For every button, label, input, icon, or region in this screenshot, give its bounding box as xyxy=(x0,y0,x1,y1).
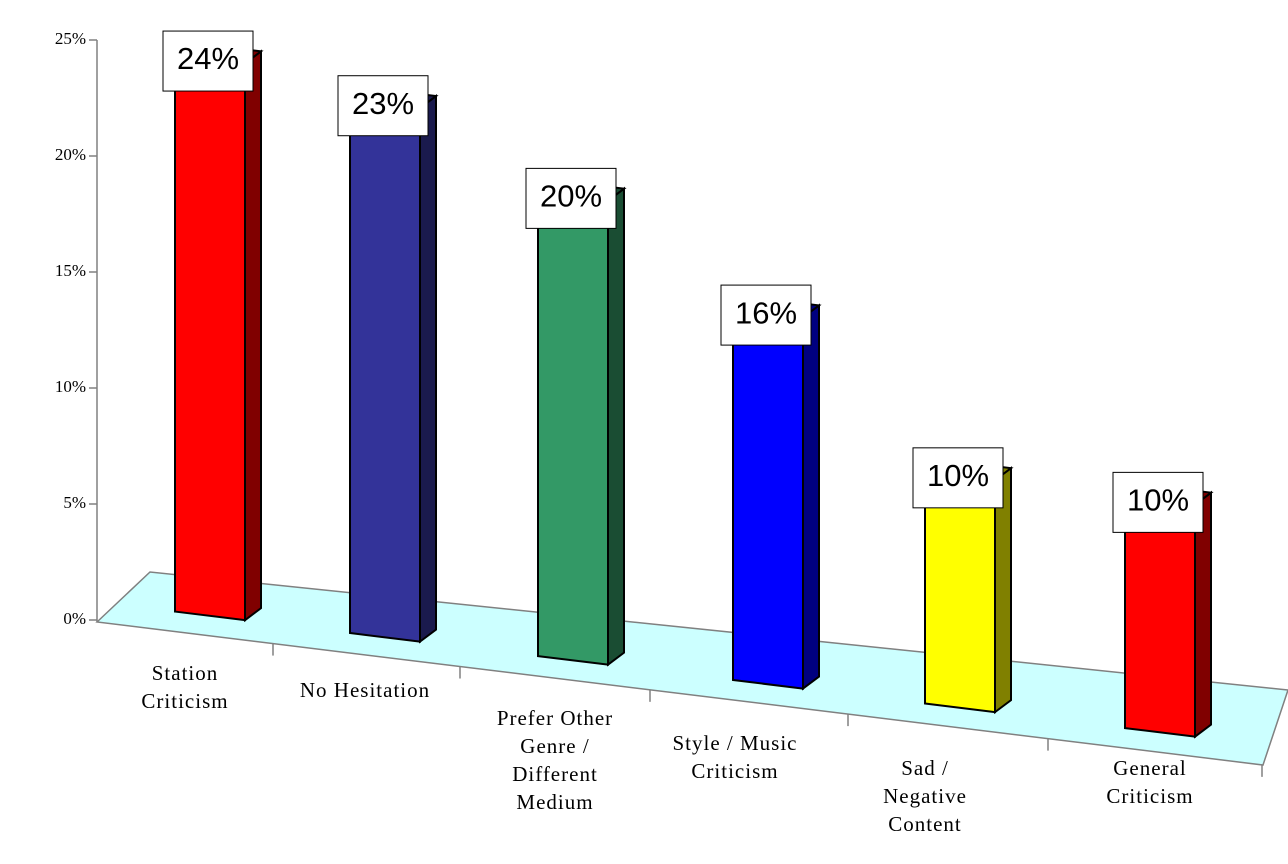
x-tick-label-line: No Hesitation xyxy=(300,678,430,702)
value-label-box xyxy=(912,447,1004,509)
x-tick-label: Station Criticism xyxy=(141,661,228,713)
x-tick-label-line: Criticism xyxy=(691,759,778,783)
value-label: 10% xyxy=(927,458,989,493)
y-tick-label: 25% xyxy=(55,29,86,48)
bar-front xyxy=(732,307,804,690)
bar xyxy=(347,86,439,644)
x-tick-label: General Criticism xyxy=(1106,756,1193,808)
x-tick-label-line: General xyxy=(1113,756,1186,780)
value-label-box xyxy=(720,284,812,346)
x-tick-label: No Hesitation xyxy=(300,678,430,702)
bar-side xyxy=(802,303,820,691)
x-tick-label-line: Station xyxy=(152,661,219,685)
x-tick-label-line: Prefer Other xyxy=(497,706,613,730)
bar-front xyxy=(349,98,421,643)
x-tick-label-line: Content xyxy=(888,812,962,836)
bar-side xyxy=(419,94,437,644)
x-tick-label-line: Criticism xyxy=(1106,784,1193,808)
value-label: 24% xyxy=(177,41,239,76)
value-label: 10% xyxy=(1127,483,1189,518)
bar-front xyxy=(537,190,609,666)
bar xyxy=(535,179,627,667)
x-tick-label-line: Negative xyxy=(883,784,967,808)
value-label: 23% xyxy=(352,86,414,121)
y-tick-label: 0% xyxy=(63,609,86,628)
value-label: 16% xyxy=(735,295,797,330)
x-tick-label-line: Style / Music xyxy=(672,731,797,755)
bar xyxy=(730,295,822,691)
x-tick-label-line: Medium xyxy=(516,790,593,814)
value-label: 20% xyxy=(540,179,602,214)
bar xyxy=(1122,483,1214,739)
x-tick-label: Prefer Other Genre / Different Medium xyxy=(497,706,613,814)
x-tick-label-line: Genre / xyxy=(520,734,589,758)
bar-front xyxy=(174,53,246,622)
value-label-box xyxy=(337,75,429,137)
value-label-box xyxy=(162,30,254,92)
bar-side xyxy=(607,186,625,667)
y-tick-label: 5% xyxy=(63,493,86,512)
value-label-box xyxy=(525,167,617,229)
x-tick-label: Sad / Negative Content xyxy=(883,756,967,836)
bar-side xyxy=(244,49,262,623)
value-label-box xyxy=(1112,471,1204,533)
x-tick-label-line: Criticism xyxy=(141,689,228,713)
bar xyxy=(172,41,264,623)
x-tick-label: Style / Music Criticism xyxy=(672,731,797,783)
y-tick-label: 20% xyxy=(55,145,86,164)
y-tick-label: 10% xyxy=(55,377,86,396)
x-tick-label-line: Sad / xyxy=(901,756,949,780)
y-tick-label: 15% xyxy=(55,261,86,280)
x-tick-label-line: Different xyxy=(512,762,598,786)
